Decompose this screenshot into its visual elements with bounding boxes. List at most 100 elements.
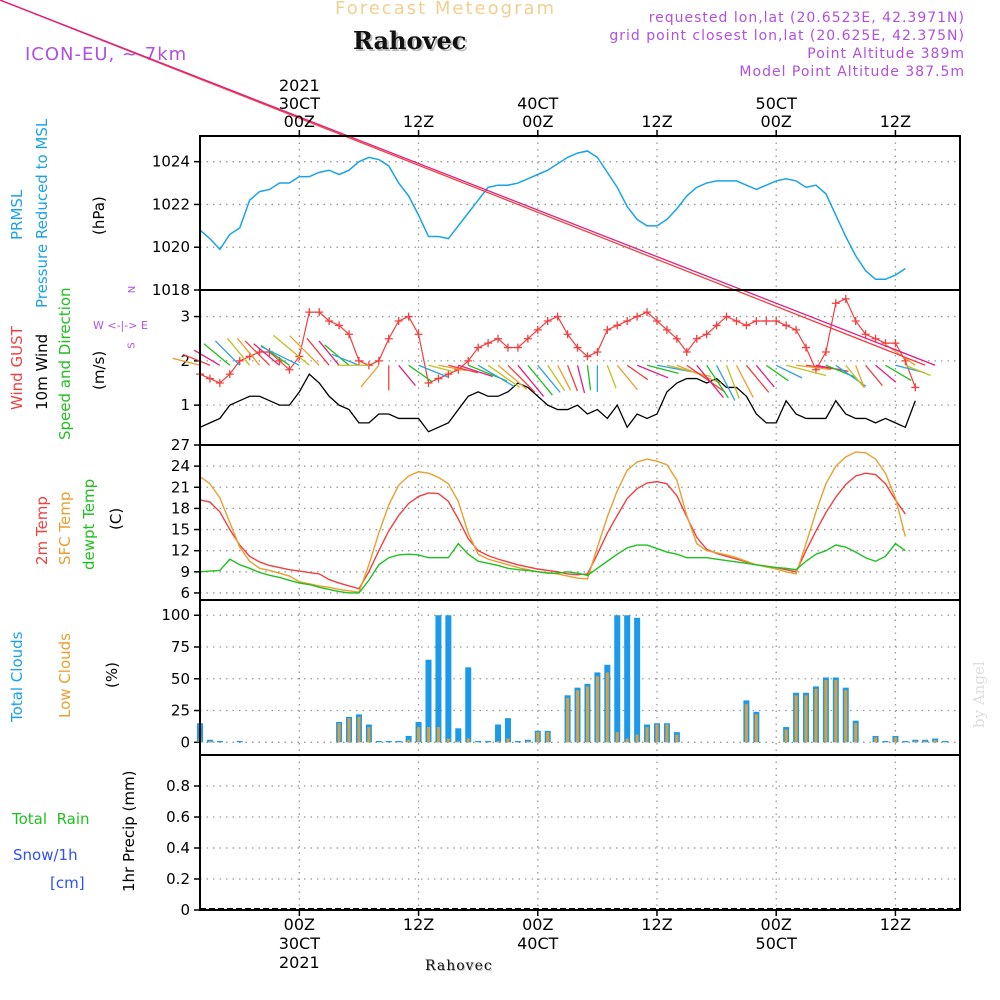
gust-marker: [643, 308, 652, 317]
gust-marker: [205, 374, 214, 383]
y-tick-label: 15: [171, 521, 190, 539]
wind-direction-arrow: [706, 364, 729, 399]
time-label-top: 40CT: [517, 94, 559, 113]
total-cloud-bar: [882, 741, 889, 743]
low-cloud-bar: [794, 695, 798, 743]
low-cloud-bar: [933, 739, 937, 743]
total-cloud-bar: [902, 741, 909, 743]
gust-marker: [494, 334, 503, 343]
wind-direction-arrow: [795, 364, 832, 371]
gust-marker: [523, 334, 532, 343]
low-cloud-bar: [645, 727, 649, 743]
rain-label: Total Rain: [12, 810, 90, 828]
snow-unit-label: [cm]: [50, 874, 85, 892]
compass-we: W <-|-> E: [93, 319, 148, 332]
gust-marker: [533, 325, 542, 334]
low-cloud-bar: [536, 732, 540, 743]
gust-marker: [513, 343, 522, 352]
chart-title: Forecast Meteogram: [335, 0, 557, 19]
wind-direction-arrow: [885, 364, 912, 381]
grid-point-coords: grid point closest lon,lat (20.625E, 42.…: [609, 28, 965, 44]
wind-direction-arrow: [203, 343, 231, 366]
y-tick-label: 1: [180, 396, 190, 414]
time-label-top: 12Z: [880, 112, 911, 131]
low-cloud-bar: [566, 697, 570, 743]
time-label-bottom: 30CT: [279, 934, 321, 953]
low-cloud-bar: [446, 738, 450, 743]
requested-coords: requested lon,lat (20.6523E, 42.3971N): [648, 10, 965, 26]
wind-direction-arrow: [438, 364, 467, 372]
wind-direction-arrow: [616, 364, 638, 391]
low-cloud-bar: [834, 680, 838, 743]
wind-direction-arrow: [865, 364, 883, 387]
low-cloud-bar: [595, 676, 599, 743]
footer-location: Rahovec: [425, 958, 493, 974]
y-tick-label: 0.6: [166, 808, 190, 826]
gust-marker: [593, 348, 602, 356]
gust-marker: [573, 343, 582, 352]
y-tick-label: 1022: [152, 195, 190, 213]
wind-direction-arrow: [875, 364, 897, 383]
total-cloud-bar: [445, 615, 452, 743]
gust-marker: [851, 317, 860, 325]
gust-marker: [325, 317, 334, 325]
low-cloud-bar: [426, 727, 430, 743]
time-label-top: 00Z: [284, 112, 315, 131]
gust-marker: [802, 343, 811, 352]
time-label-bottom: 40CT: [517, 934, 559, 953]
wind-direction-arrow: [214, 340, 241, 366]
low-cloud-bar: [913, 741, 917, 743]
low-cloud-bar: [605, 672, 609, 743]
wind-direction-arrow: [765, 364, 789, 382]
wind-direction-arrow: [696, 364, 725, 399]
time-label-bottom: 2021: [279, 953, 320, 972]
y-tick-label: 6: [180, 584, 190, 602]
total-cloud-bar: [465, 667, 472, 743]
dewpt-line: [199, 542, 906, 594]
wind-direction-arrow: [172, 357, 201, 366]
low-cloud-bar: [456, 741, 460, 743]
low-cloud-bar: [357, 716, 361, 743]
wind-direction-arrow: [775, 364, 803, 379]
total-cloud-bar: [236, 741, 243, 743]
y-tick-label: 18: [171, 499, 190, 517]
gust-marker: [553, 312, 562, 321]
y-tick-label: 25: [171, 702, 190, 720]
total-cloud-bar: [942, 741, 949, 743]
time-label-bottom: 12Z: [641, 915, 672, 934]
gust-marker: [424, 379, 433, 387]
gust-marker: [732, 317, 741, 325]
wind-direction-arrow: [636, 364, 669, 379]
gust-marker: [414, 330, 423, 339]
gust-marker: [315, 308, 324, 317]
gust-marker: [563, 330, 572, 339]
wind-direction-arrow: [855, 365, 865, 389]
low-cloud-bar: [665, 724, 669, 743]
wind-direction-arrow: [557, 364, 572, 391]
model-label: ICON-EU, ~ 7km: [25, 44, 188, 65]
panel-frame: [199, 754, 961, 911]
low-cloud-bar: [804, 695, 808, 743]
gust-marker: [692, 334, 701, 343]
time-label-bottom: 00Z: [761, 915, 792, 934]
gust-marker: [782, 321, 791, 330]
wind-direction-arrow: [537, 364, 561, 393]
wind-direction-arrow: [606, 365, 617, 389]
time-label-bottom: 00Z: [284, 915, 315, 934]
wind-direction-arrow: [487, 364, 521, 388]
total-cloud-bar: [475, 741, 482, 743]
gust-marker: [891, 339, 900, 348]
wind-direction-arrow: [236, 337, 261, 366]
total-cloud-bar: [514, 741, 521, 743]
y-tick-label: 27: [171, 436, 190, 454]
gust-marker: [702, 330, 711, 339]
gust-marker: [345, 330, 354, 339]
total-cloud-bar: [435, 615, 442, 743]
wind-direction-arrow: [289, 335, 320, 366]
wind-direction-arrow: [566, 365, 579, 392]
gust-marker: [772, 317, 781, 325]
time-label-top: 00Z: [522, 112, 553, 131]
low-cloud-bar: [824, 680, 828, 743]
gust-marker: [603, 325, 612, 334]
snow-label: Snow/1h: [13, 846, 78, 864]
